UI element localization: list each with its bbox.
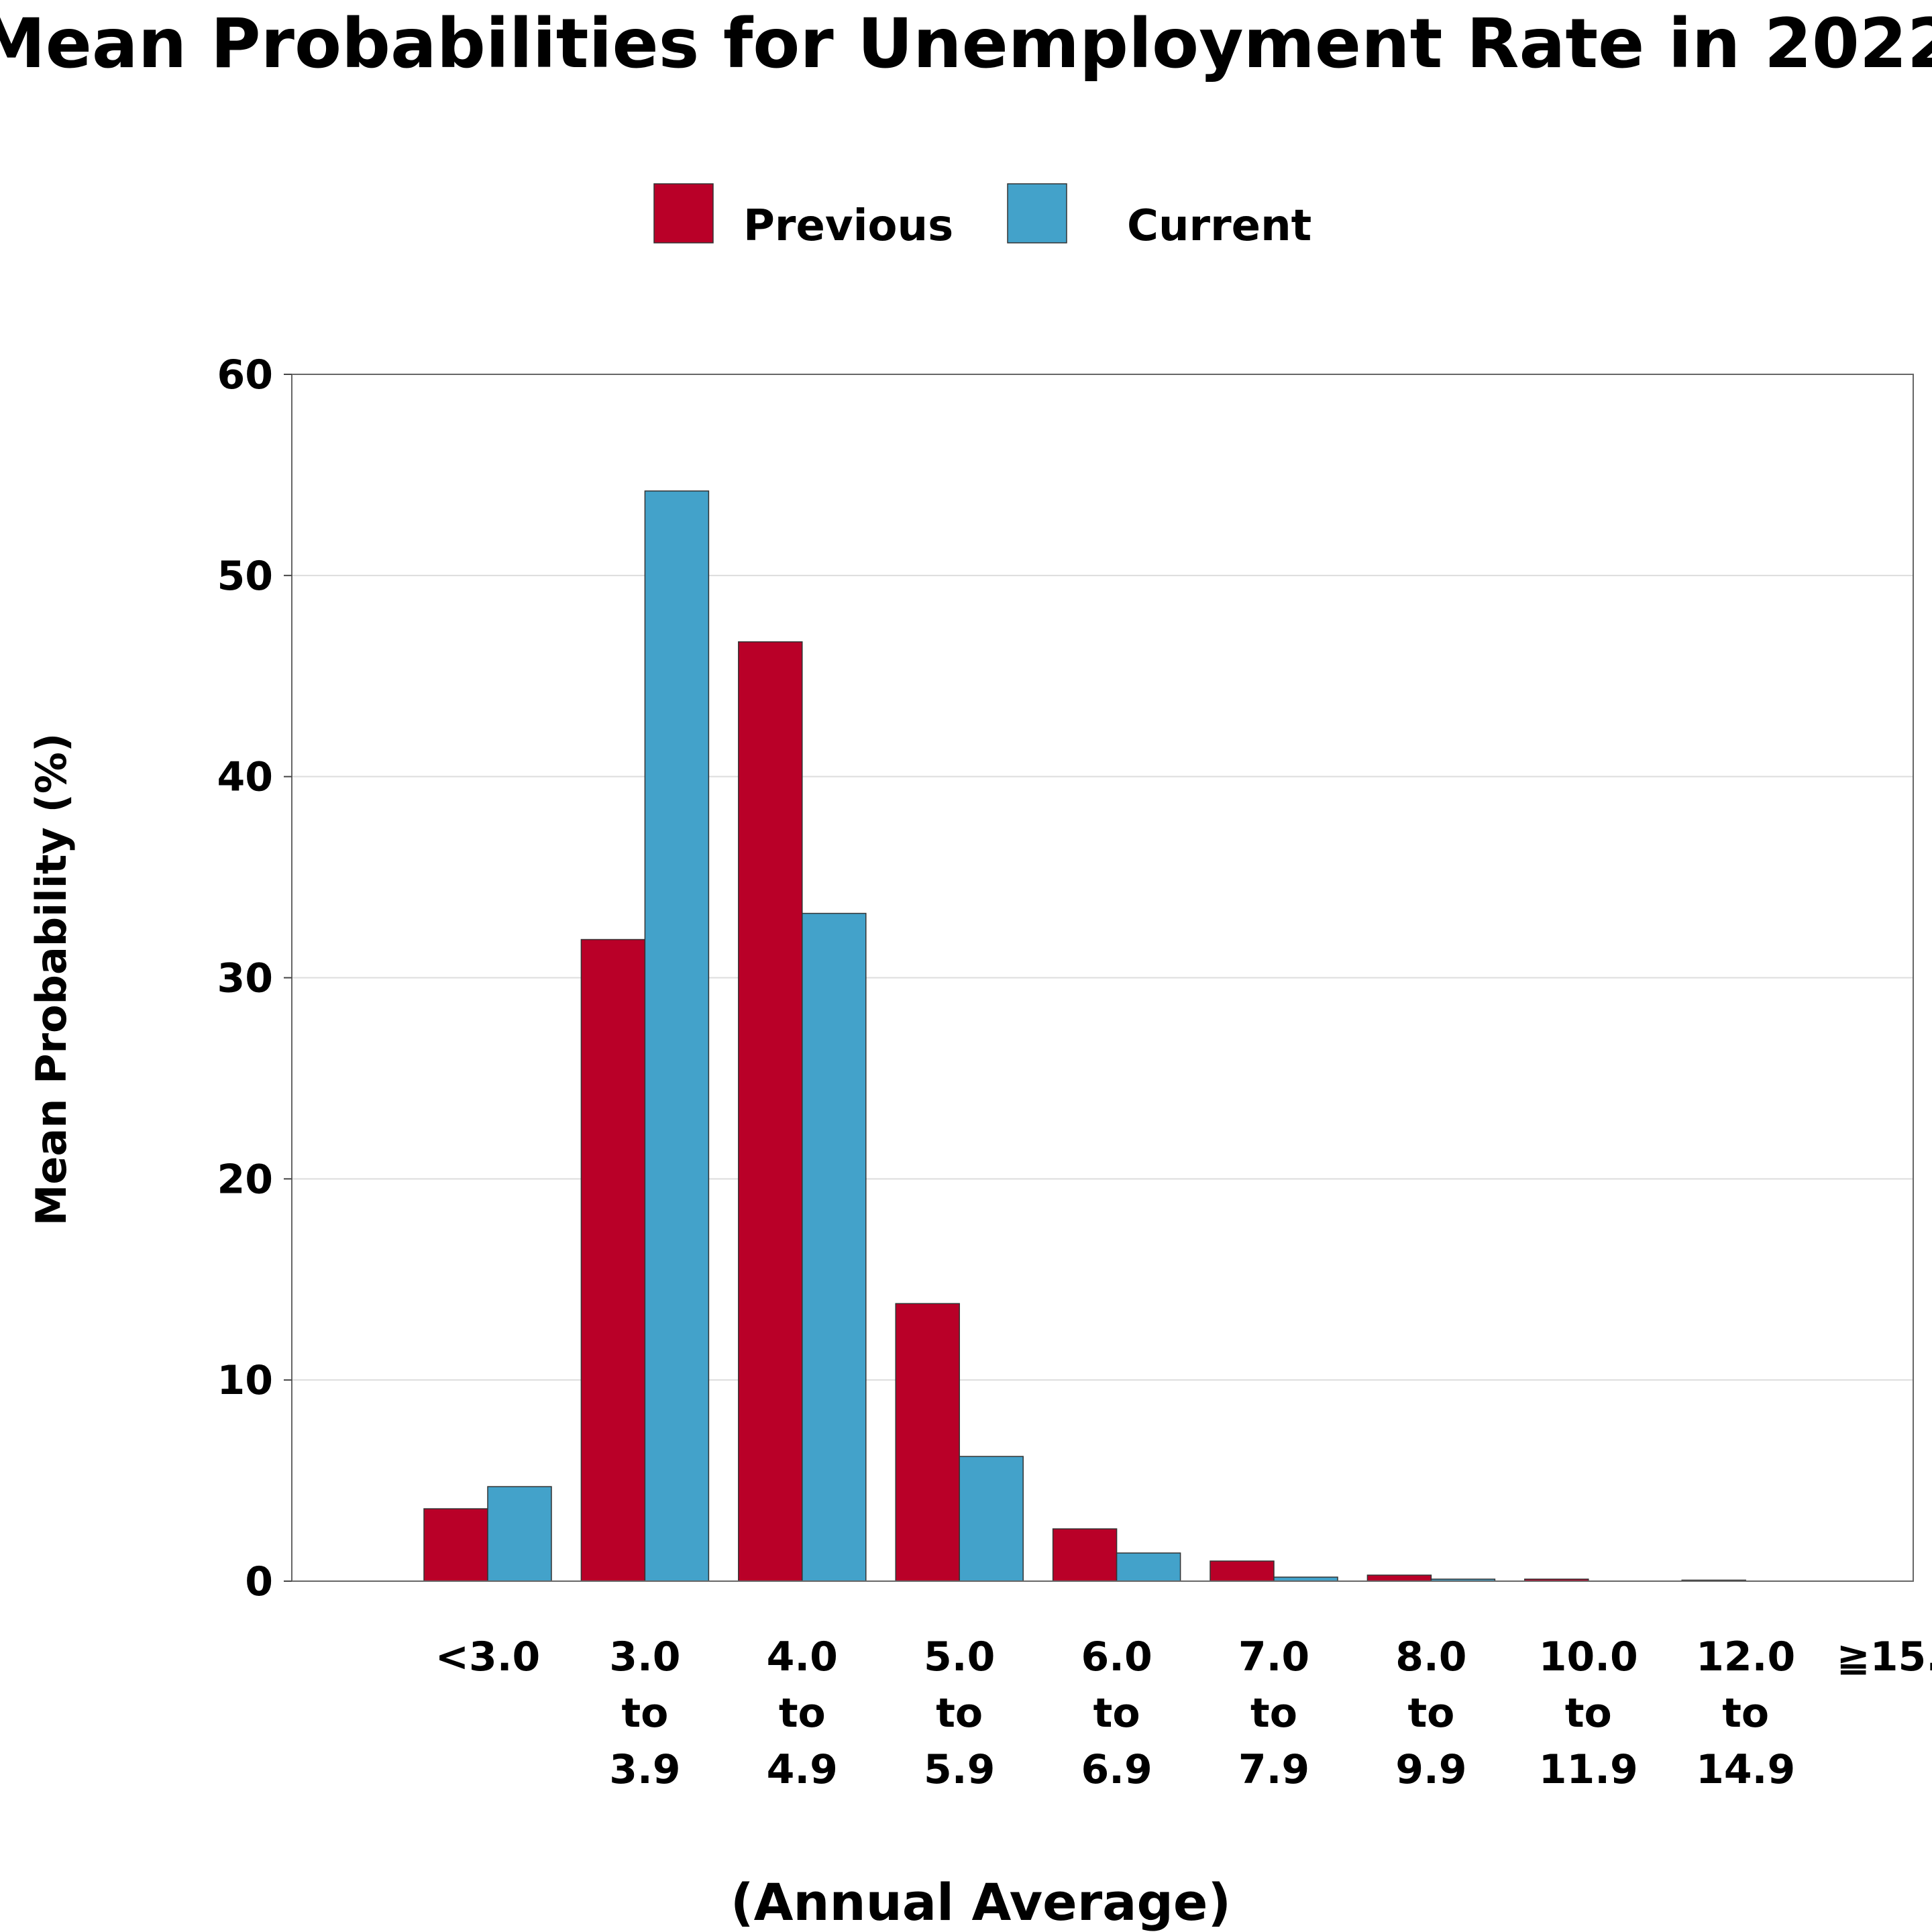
- y-tick-label: 20: [217, 1156, 274, 1203]
- y-tick-label: 60: [217, 352, 274, 398]
- y-axis-title: Mean Probability (%): [27, 733, 76, 1226]
- x-axis-title: (Annual Average): [731, 1872, 1231, 1932]
- bar-current: [644, 490, 710, 1582]
- legend-label-current: Current: [1127, 201, 1311, 251]
- bar-previous: [423, 1508, 488, 1582]
- bar-previous: [1210, 1560, 1275, 1582]
- bar-previous: [1366, 1574, 1432, 1582]
- legend-swatch-previous: [653, 183, 714, 244]
- x-category-label: 3.0 to 3.9: [609, 1633, 680, 1793]
- x-category-label: 4.0 to 4.9: [767, 1633, 838, 1793]
- x-category-label: 8.0 to 9.9: [1395, 1633, 1466, 1793]
- x-category-label: 10.0 to 11.9: [1539, 1633, 1638, 1793]
- y-tick-label: 40: [217, 754, 274, 801]
- x-category-label: 6.0 to 6.9: [1081, 1633, 1152, 1793]
- bar-current: [1116, 1552, 1181, 1582]
- x-category-label: 5.0 to 5.9: [924, 1633, 995, 1793]
- bar-current: [487, 1486, 552, 1582]
- x-category-label: 12.0 to 14.9: [1696, 1633, 1795, 1793]
- bar-previous: [738, 641, 803, 1582]
- y-tick-label: 0: [245, 1558, 273, 1605]
- bar-previous: [895, 1303, 960, 1582]
- x-category-label: ≧15.0: [1836, 1633, 1932, 1680]
- y-tick-label: 30: [217, 955, 274, 1002]
- x-category-label: 7.0 to 7.9: [1238, 1633, 1309, 1793]
- legend-label-previous: Previous: [743, 201, 953, 251]
- y-tick-label: 10: [217, 1357, 274, 1404]
- bar-current: [802, 912, 867, 1582]
- y-tick-label: 50: [217, 553, 274, 600]
- chart-title: Mean Probabilities for Unemployment Rate…: [0, 4, 1932, 84]
- x-category-label: <3.0: [435, 1633, 541, 1680]
- bar-current: [959, 1456, 1024, 1582]
- legend-swatch-current: [1007, 183, 1067, 244]
- bar-previous: [1052, 1528, 1118, 1582]
- legend: Previous Current: [653, 183, 1311, 251]
- bar-previous: [580, 938, 646, 1582]
